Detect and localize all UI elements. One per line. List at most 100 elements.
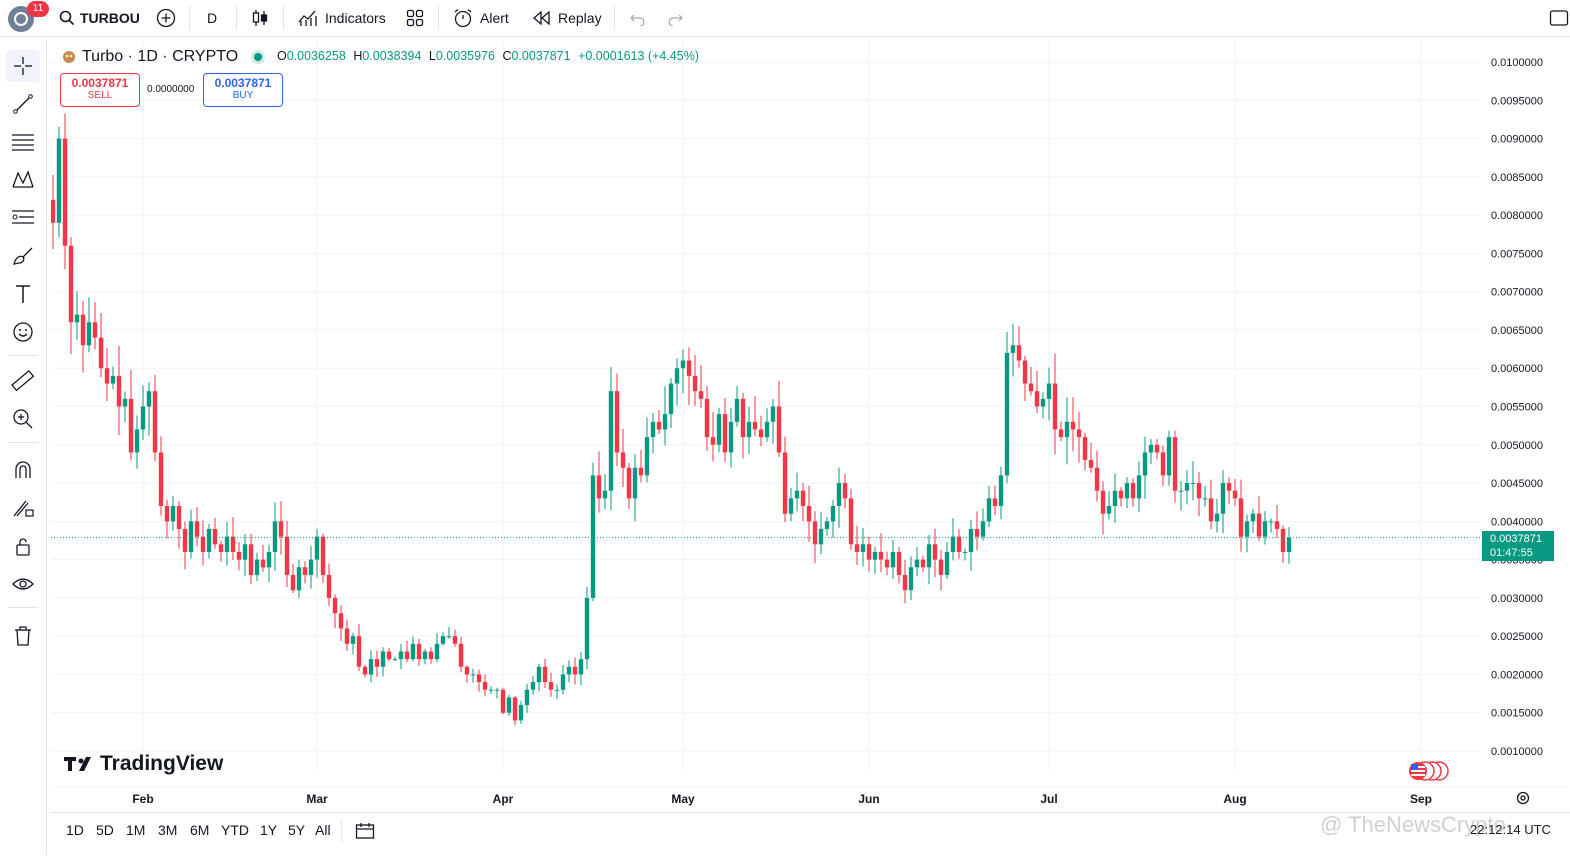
- pattern-tool[interactable]: [6, 164, 40, 196]
- lock-icon: [16, 538, 30, 556]
- candle-body: [1124, 483, 1130, 499]
- range-button-1m[interactable]: 1M: [126, 822, 146, 838]
- candle-body: [1172, 437, 1178, 491]
- remove-drawings-tool[interactable]: [6, 620, 40, 652]
- candle-body: [98, 337, 104, 369]
- utc-clock[interactable]: 22:12:14 UTC: [1470, 822, 1551, 837]
- chart-type-button[interactable]: [250, 0, 270, 36]
- candle-body: [950, 536, 956, 552]
- range-button-ytd[interactable]: YTD: [221, 822, 249, 838]
- y-tick-label: 0.0080000: [1491, 210, 1543, 222]
- emoji-tool[interactable]: [6, 316, 40, 348]
- candle-body: [104, 368, 110, 384]
- candle-body: [1046, 383, 1052, 399]
- candle-body: [74, 314, 80, 323]
- candle-body: [302, 567, 308, 575]
- economic-events-icon[interactable]: [1408, 760, 1450, 782]
- candle-body: [554, 689, 560, 691]
- range-button-5y[interactable]: 5Y: [288, 822, 306, 838]
- candle-body: [926, 544, 932, 568]
- candle-body: [692, 375, 698, 392]
- candle-body: [1268, 521, 1274, 523]
- fib-lines-icon: [12, 134, 34, 151]
- layouts-button[interactable]: [405, 0, 425, 36]
- candle-body: [266, 551, 272, 568]
- x-tick-label: Jul: [1040, 792, 1057, 806]
- candle-body: [776, 406, 782, 453]
- candle-body: [248, 544, 254, 575]
- legend-title[interactable]: Turbo · 1D · CRYPTO: [82, 48, 239, 65]
- prediction-tool[interactable]: [6, 202, 40, 234]
- candlestick-chart[interactable]: 0.0100000 0.0095000 0.0090000 0.0085000 0.00…: [51, 40, 1568, 811]
- candle-body: [92, 322, 98, 338]
- sell-button[interactable]: 0.0037871 SELL: [60, 73, 140, 107]
- candle-body: [422, 651, 428, 660]
- candle-body: [836, 483, 842, 507]
- range-button-5d[interactable]: 5D: [96, 822, 114, 838]
- range-button-1d[interactable]: 1D: [66, 822, 84, 838]
- candle-body: [80, 314, 86, 346]
- candle-body: [1160, 452, 1166, 476]
- candle-body: [722, 414, 728, 453]
- y-tick-label: 0.0090000: [1491, 134, 1543, 146]
- candle-body: [1196, 483, 1202, 499]
- candle-body: [542, 666, 548, 683]
- window-icon: [1549, 10, 1569, 26]
- range-button-6m[interactable]: 6M: [190, 822, 210, 838]
- goto-date-calendar-icon[interactable]: [355, 822, 375, 840]
- top-toolbar: 11 TURBOU D Indicators Alert Replay: [0, 0, 1570, 37]
- symbol-search-button[interactable]: TURBOU: [59, 0, 140, 36]
- candle-body: [662, 414, 668, 430]
- brush-tool[interactable]: [6, 240, 40, 272]
- candle-body: [1022, 360, 1028, 384]
- indicators-button[interactable]: Indicators: [297, 0, 386, 36]
- y-tick-label: 0.0015000: [1491, 708, 1543, 720]
- measure-tool[interactable]: [6, 365, 40, 397]
- zoom-tool[interactable]: [6, 403, 40, 435]
- stay-in-drawing-mode-tool[interactable]: [6, 492, 40, 524]
- candle-body: [506, 697, 512, 713]
- interval-button[interactable]: D: [207, 10, 218, 26]
- fib-retracement-tool[interactable]: [6, 126, 40, 158]
- candle-body: [386, 651, 392, 660]
- open-value: 0.0036258: [286, 49, 346, 63]
- spread-value: 0.0000000: [147, 84, 195, 95]
- candle-body: [1280, 528, 1286, 552]
- tradingview-logo[interactable]: TradingView: [64, 752, 223, 776]
- chart-legend: Turbo · 1D · CRYPTO: [62, 47, 263, 67]
- y-tick-label: 0.0055000: [1491, 402, 1543, 414]
- lock-drawings-tool[interactable]: [6, 530, 40, 562]
- alert-button[interactable]: Alert: [452, 0, 509, 36]
- redo-button[interactable]: [666, 0, 684, 36]
- undo-button[interactable]: [629, 0, 647, 36]
- market-status-icon: [254, 53, 263, 61]
- candle-body: [284, 536, 290, 575]
- replay-button[interactable]: Replay: [532, 0, 602, 36]
- candle-body: [788, 498, 794, 514]
- candle-body: [794, 490, 800, 499]
- crosshair-tool[interactable]: [6, 50, 40, 82]
- hide-drawings-tool[interactable]: [6, 568, 40, 600]
- buy-button[interactable]: 0.0037871 BUY: [203, 73, 283, 107]
- candle-body: [1052, 383, 1058, 430]
- fullscreen-button[interactable]: [1549, 0, 1569, 36]
- candle-body: [866, 544, 872, 560]
- trend-line-tool[interactable]: [6, 88, 40, 120]
- range-button-all[interactable]: All: [315, 822, 331, 838]
- text-tool[interactable]: [6, 278, 40, 310]
- candle-body: [848, 498, 854, 545]
- candle-body: [764, 421, 770, 438]
- candle-body: [1100, 490, 1106, 514]
- candle-body: [632, 467, 638, 499]
- candle-body: [974, 528, 980, 537]
- candle-body: [878, 551, 884, 560]
- candle-body: [338, 613, 344, 629]
- magnet-tool[interactable]: [6, 454, 40, 486]
- range-button-3m[interactable]: 3M: [158, 822, 178, 838]
- candle-body: [962, 551, 968, 553]
- candle-body: [176, 506, 182, 529]
- compare-button[interactable]: [156, 0, 176, 36]
- chart-settings-gear-icon[interactable]: [1515, 790, 1531, 806]
- range-button-1y[interactable]: 1Y: [260, 822, 278, 838]
- candle-body: [728, 421, 734, 453]
